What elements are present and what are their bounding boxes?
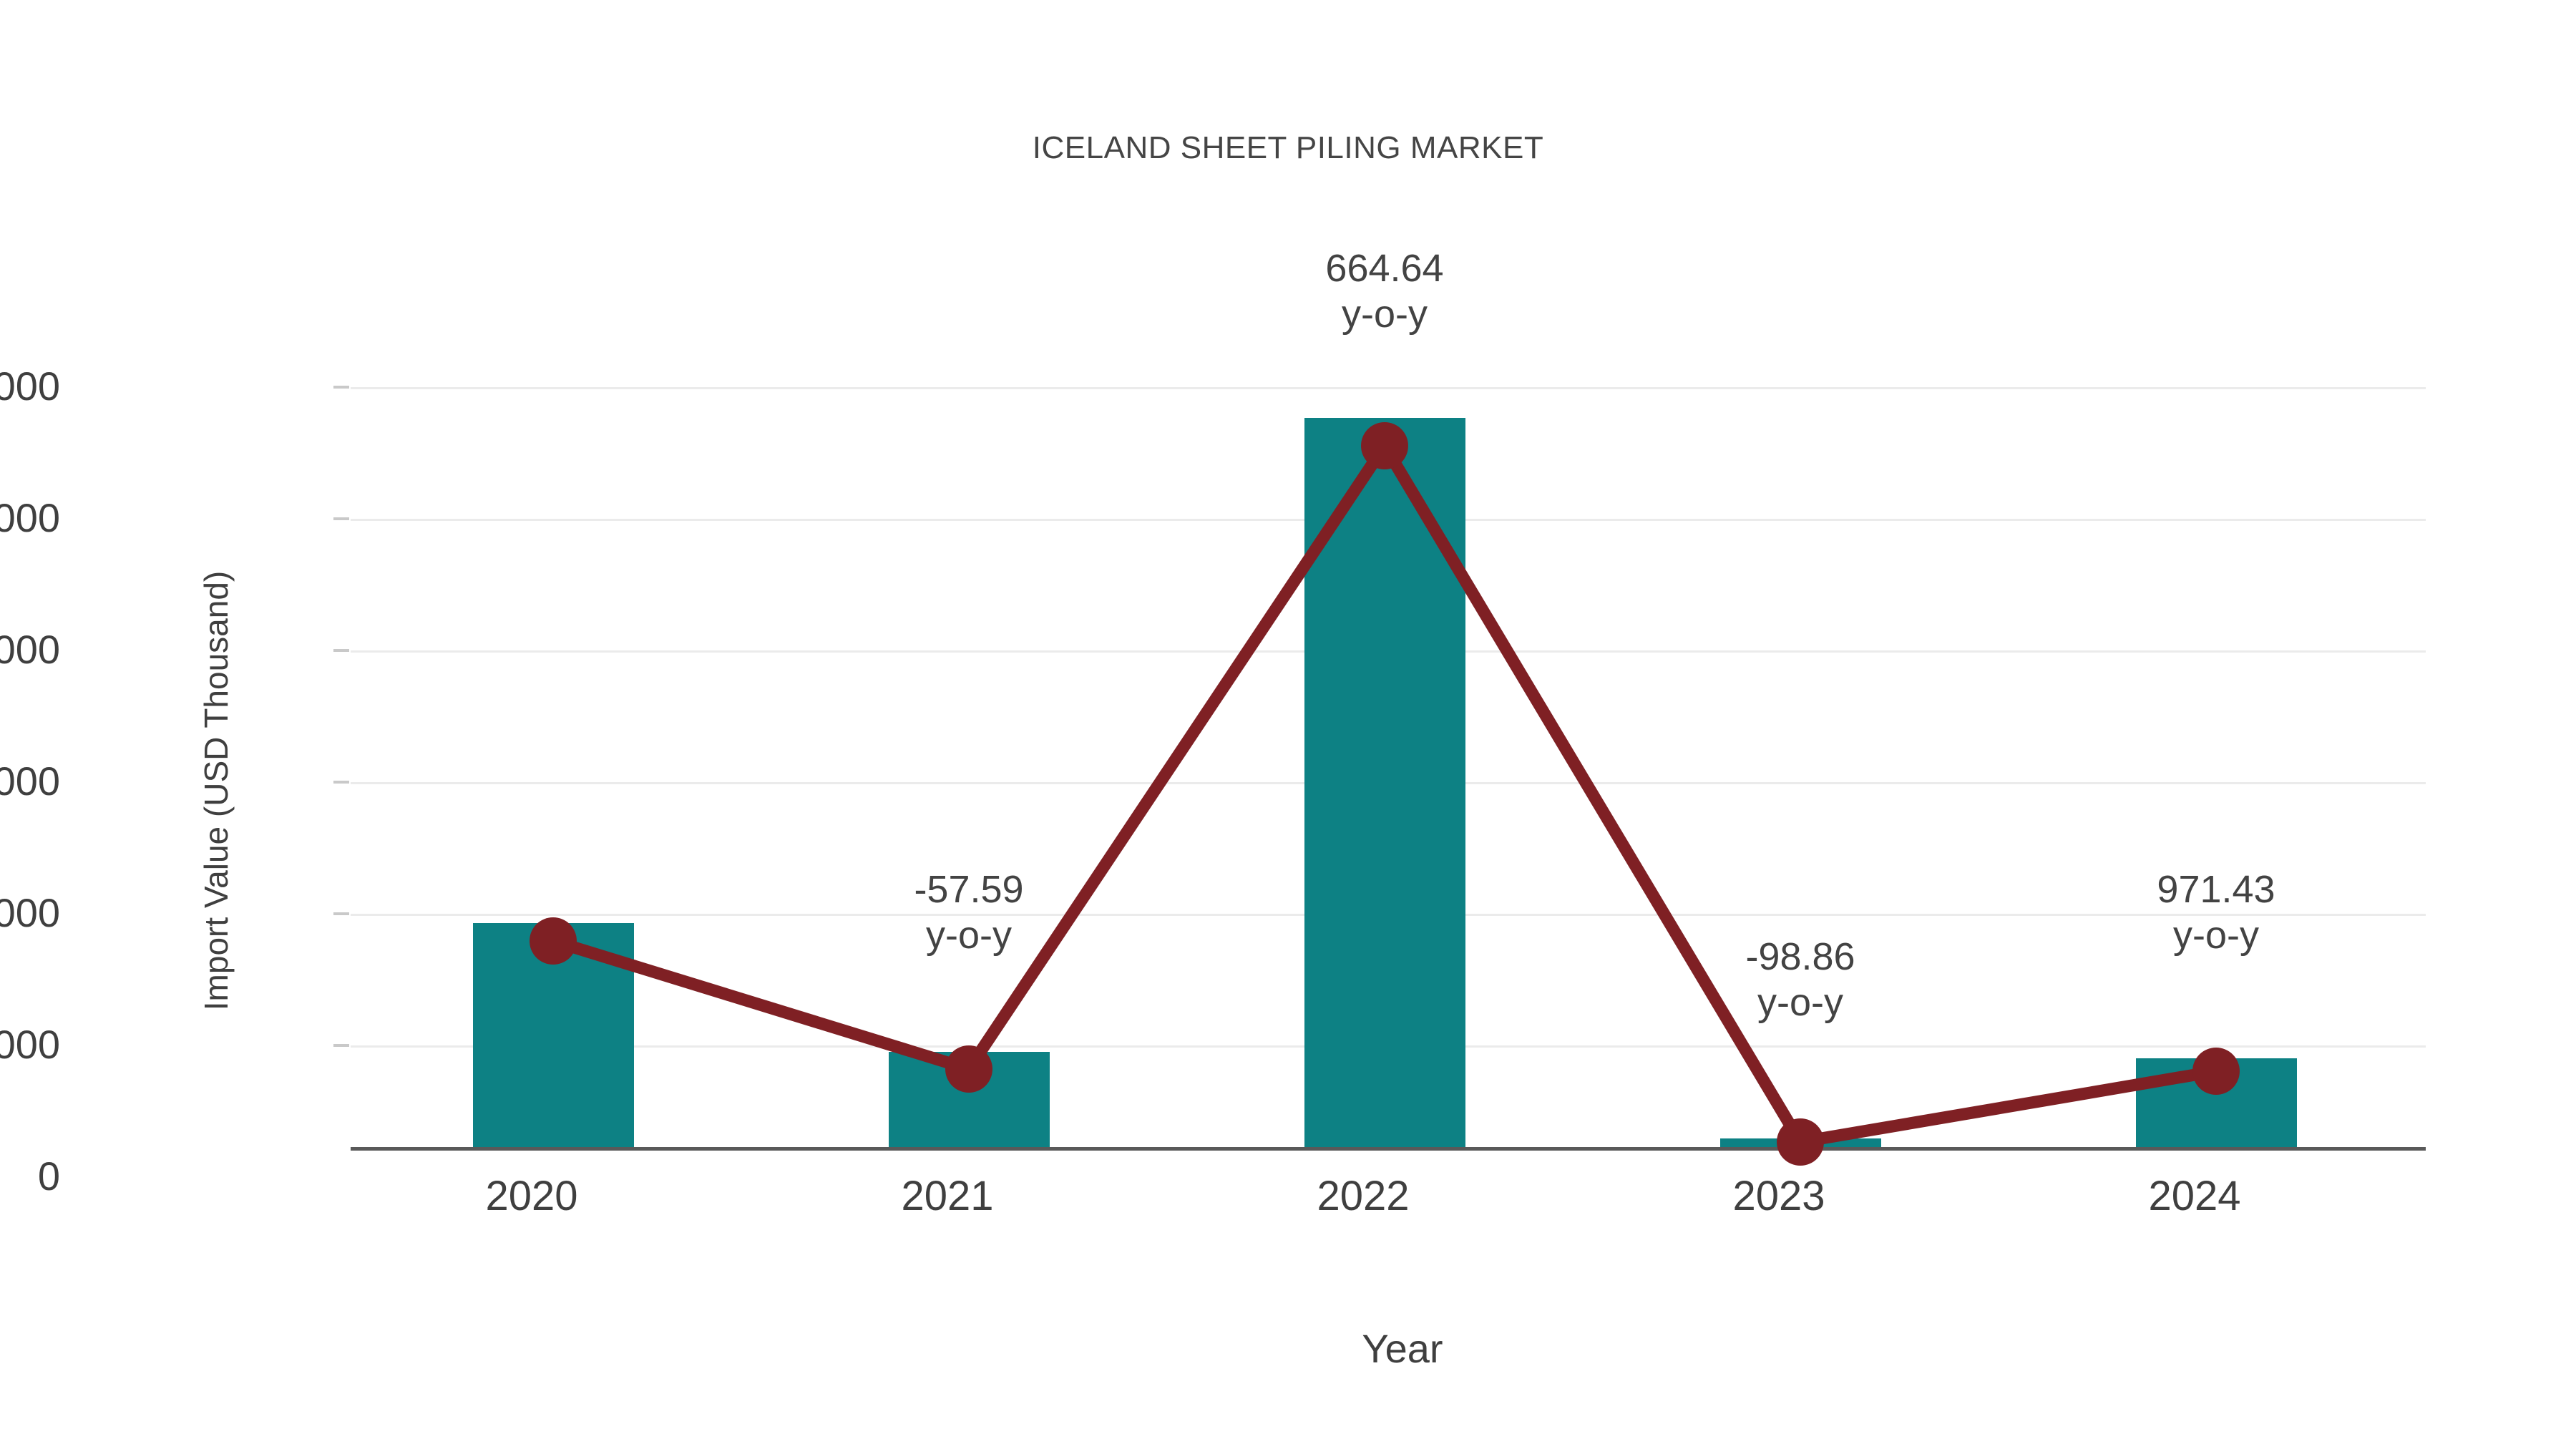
x-tick-label-2021: 2021 [901,1173,994,1219]
y-tick-label-2000: 2000 [0,890,60,935]
y-tick-mark-5000 [333,517,349,520]
y-tick-mark-3000 [333,781,349,784]
yoy-label-2022-value: 664.64 [1325,247,1444,290]
bar-2022[interactable] [1304,418,1465,1147]
y-tick-mark-4000 [333,649,349,652]
yoy-label-2024: 971.43 y-o-y [2073,867,2359,958]
plot-area [351,358,2426,1152]
yoy-label-2024-suffix: y-o-y [2173,913,2259,957]
yoy-label-2021-suffix: y-o-y [926,913,1012,957]
bar-2023[interactable] [1720,1138,1881,1147]
bar-2021[interactable] [889,1052,1050,1147]
x-axis-line [351,1147,2426,1151]
yoy-label-2024-value: 971.43 [2157,868,2275,911]
x-tick-label-2022: 2022 [1317,1173,1410,1219]
yoy-label-2022: 664.64 y-o-y [1241,246,1528,337]
y-tick-mark-1000 [333,1044,349,1047]
y-axis-title: Import Value (USD Thousand) [197,570,235,1011]
y-tick-label-5000: 5000 [0,495,60,540]
bar-2020[interactable] [473,923,634,1147]
gridline-6000 [351,387,2426,389]
y-tick-label-1000: 1000 [0,1022,60,1067]
yoy-label-2021: -57.59 y-o-y [826,867,1112,958]
yoy-label-2023: -98.86 y-o-y [1657,935,1943,1025]
y-tick-label-4000: 4000 [0,627,60,672]
x-tick-label-2023: 2023 [1732,1173,1825,1219]
yoy-label-2023-value: -98.86 [1745,935,1855,978]
yoy-label-2021-value: -57.59 [914,868,1024,911]
bar-2024[interactable] [2136,1058,2297,1147]
x-axis-title: Year [1362,1326,1443,1371]
yoy-label-2022-suffix: y-o-y [1342,292,1428,336]
y-tick-label-6000: 6000 [0,364,60,409]
y-tick-label-3000: 3000 [0,758,60,804]
yoy-label-2023-suffix: y-o-y [1757,980,1843,1024]
y-tick-mark-6000 [333,386,349,389]
y-tick-label-0: 0 [37,1153,60,1199]
y-tick-mark-2000 [333,912,349,915]
x-tick-label-2024: 2024 [2148,1173,2241,1219]
x-tick-label-2020: 2020 [485,1173,578,1219]
chart-title: ICELAND SHEET PILING MARKET [1032,130,1544,165]
